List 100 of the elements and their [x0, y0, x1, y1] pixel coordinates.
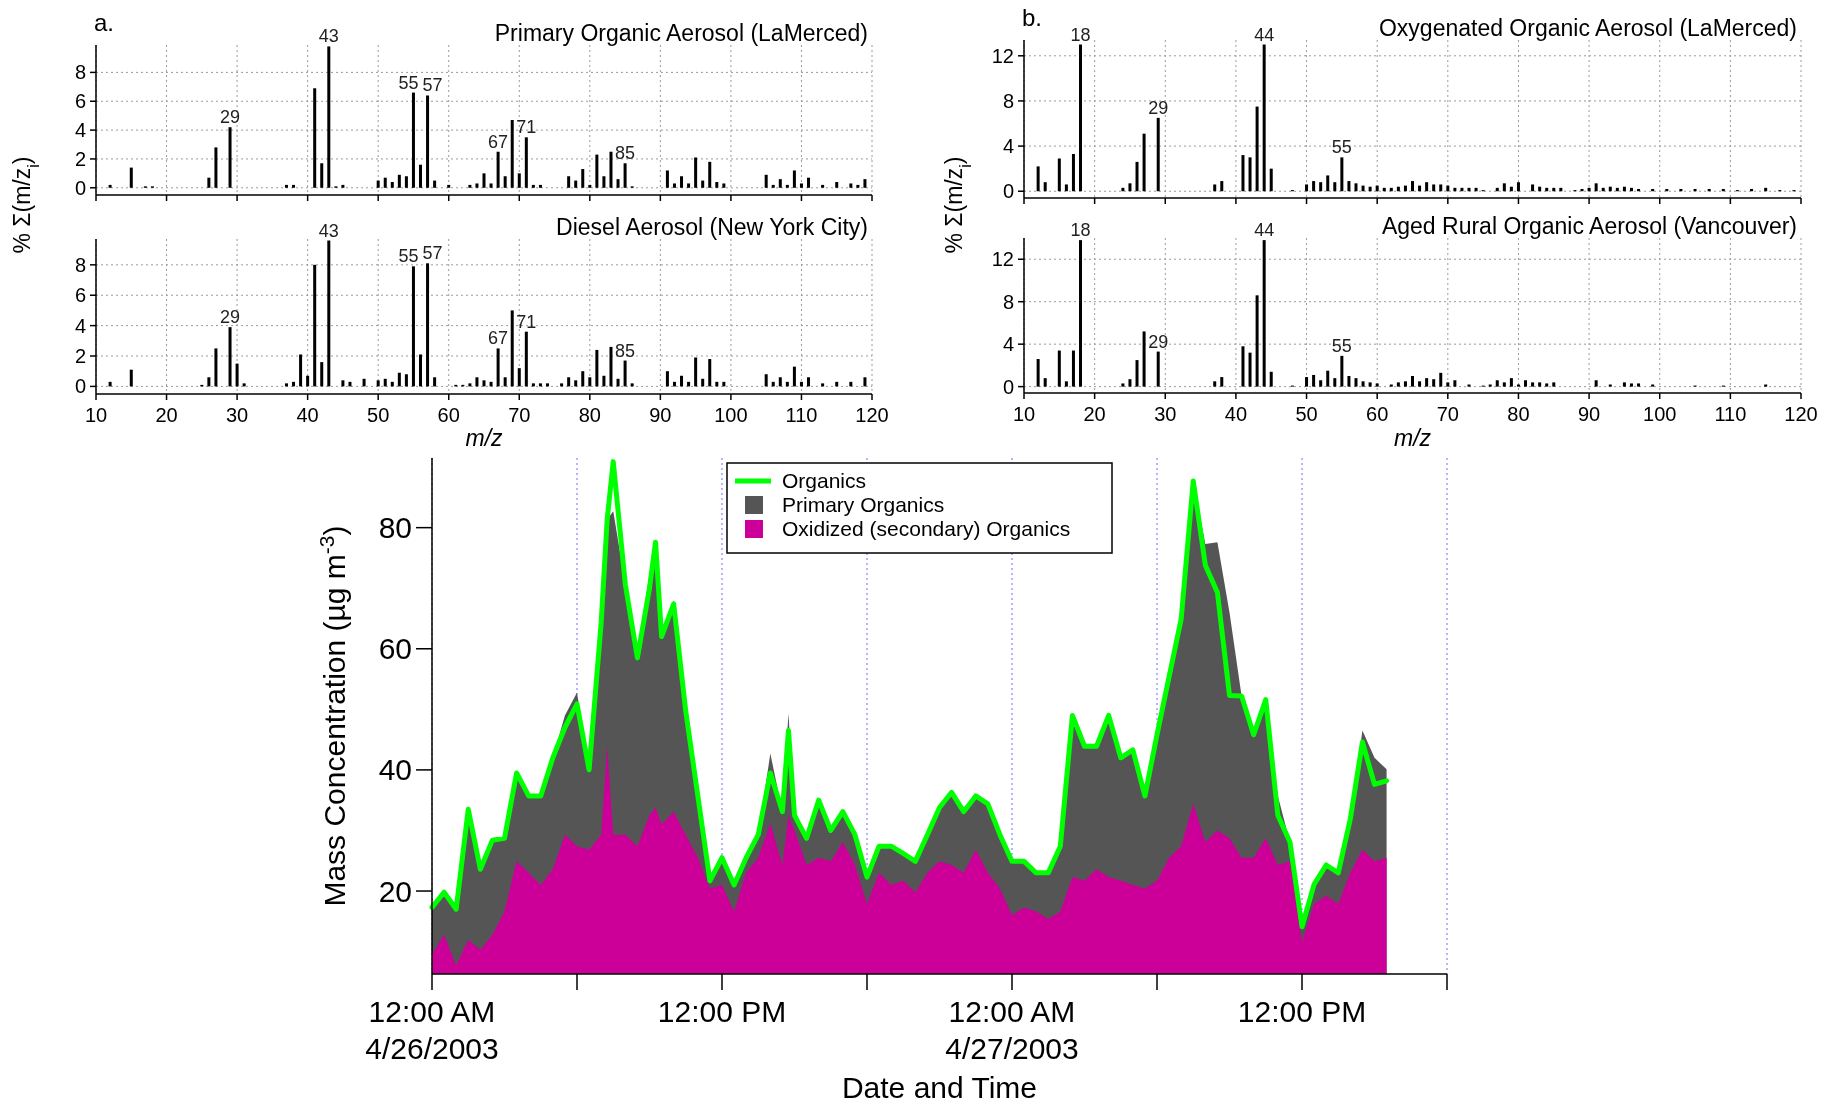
bar — [574, 180, 578, 188]
bar — [419, 354, 423, 387]
bar — [792, 366, 796, 387]
annotation: 67 — [488, 328, 509, 349]
bar — [503, 377, 507, 387]
bar — [1411, 376, 1414, 387]
x-tick-label: 110 — [785, 404, 818, 426]
bar — [214, 147, 218, 188]
bar — [1213, 381, 1217, 387]
x-tick-label: 60 — [1366, 403, 1389, 425]
annotation: 29 — [220, 307, 241, 328]
x-tick-label: 120 — [855, 404, 889, 426]
bar — [1608, 384, 1612, 387]
bar — [411, 92, 415, 188]
bar — [708, 161, 712, 188]
bar — [1071, 153, 1075, 192]
bar — [1326, 175, 1330, 192]
bar — [722, 183, 726, 188]
x-tick-label: 12:00 AM 4/26/2003 — [365, 995, 499, 1065]
bar — [475, 183, 479, 188]
bar — [1305, 377, 1309, 387]
bar — [1354, 183, 1358, 192]
bar — [503, 176, 507, 188]
bar — [835, 182, 839, 188]
bar — [665, 371, 669, 387]
bar — [1312, 374, 1316, 387]
x-tick-label: 100 — [1643, 403, 1677, 425]
annotation: 43 — [318, 220, 339, 241]
bar — [1559, 187, 1563, 192]
bar — [1538, 382, 1542, 387]
bar — [1552, 187, 1556, 192]
bar — [397, 372, 401, 387]
y-tick-label: 8 — [74, 61, 86, 84]
bar — [207, 377, 211, 387]
bar — [856, 184, 860, 188]
bar — [1432, 379, 1436, 387]
bar — [404, 374, 408, 387]
y-tick-label: 8 — [1002, 89, 1014, 112]
bar — [595, 349, 599, 387]
bar — [517, 368, 521, 387]
bar — [496, 348, 500, 387]
x-tick-label: 110 — [1714, 403, 1747, 425]
bar — [1142, 331, 1146, 387]
x-axis-title: m/z — [465, 425, 504, 451]
bar — [1460, 187, 1464, 192]
y-tick-label: 20 — [378, 874, 412, 908]
x-tick-label: 100 — [714, 404, 748, 426]
bar — [531, 184, 535, 188]
y-tick-label: 4 — [1002, 135, 1014, 158]
bar — [560, 383, 564, 387]
annotation: 71 — [516, 117, 537, 138]
y-tick-label: 6 — [74, 284, 86, 307]
bar — [1319, 182, 1323, 192]
bar — [602, 375, 606, 387]
bar — [517, 173, 521, 188]
x-tick-label: 70 — [1436, 403, 1459, 425]
bar — [1531, 184, 1535, 192]
x-tick-label: 60 — [437, 404, 460, 426]
y-tick-label: 0 — [74, 176, 86, 199]
bar — [341, 380, 345, 387]
bar — [538, 383, 542, 387]
bar — [799, 183, 803, 188]
bar — [1411, 181, 1414, 192]
bar — [1439, 372, 1443, 387]
x-tick-label: 50 — [367, 404, 390, 426]
bar — [1333, 378, 1337, 387]
bar — [701, 378, 705, 387]
bar — [468, 184, 472, 188]
bar — [1594, 183, 1598, 192]
bar — [1382, 187, 1386, 192]
chart-title: Diesel Aerosol (New York City) — [556, 214, 868, 240]
bar — [390, 182, 394, 188]
bar — [242, 383, 246, 387]
bar — [489, 183, 493, 188]
bar — [1248, 157, 1252, 192]
x-tick-label: 12:00 PM — [1237, 995, 1367, 1028]
bar — [623, 163, 627, 188]
bar — [1121, 383, 1125, 387]
bar — [1425, 378, 1429, 387]
bar — [284, 184, 288, 188]
chart-title: Primary Organic Aerosol (LaMerced) — [494, 20, 868, 46]
annotation: 29 — [220, 107, 241, 128]
bar — [1651, 384, 1655, 387]
bar — [383, 177, 387, 188]
legend-label: Organics — [782, 469, 867, 493]
bar — [207, 177, 211, 188]
bar — [1396, 382, 1400, 387]
bar — [1601, 187, 1605, 192]
bar — [1241, 346, 1245, 387]
bar — [1241, 155, 1245, 192]
bar — [341, 184, 345, 188]
y-tick-label: 8 — [1002, 290, 1014, 313]
annotation: 44 — [1254, 24, 1275, 45]
bar — [1347, 181, 1351, 192]
bar — [1389, 384, 1393, 387]
bar — [482, 173, 486, 188]
bar — [1524, 380, 1528, 387]
x-tick-label: 10 — [84, 404, 108, 426]
bar — [1446, 382, 1450, 387]
y-tick-label: 8 — [74, 253, 86, 276]
